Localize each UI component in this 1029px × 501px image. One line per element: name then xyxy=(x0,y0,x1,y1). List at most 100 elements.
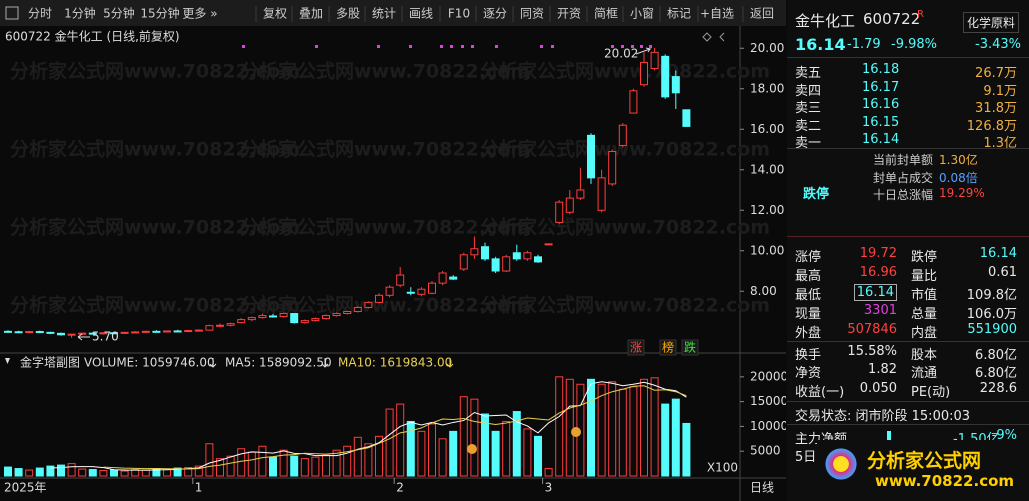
candle-body xyxy=(491,258,500,272)
volume-bar xyxy=(565,378,574,477)
volume-bar xyxy=(343,445,352,477)
stat-value: 6.80亿 xyxy=(975,348,1017,363)
toolbar-item[interactable]: 统计 xyxy=(372,7,396,21)
candle-body xyxy=(671,76,680,94)
toolbar-item[interactable]: 返回 xyxy=(750,7,774,21)
label-arrow xyxy=(321,358,329,368)
volume-bar xyxy=(194,465,203,477)
toolbar-item[interactable]: 同资 xyxy=(520,7,544,21)
toolbar-item[interactable]: 简框 xyxy=(594,7,618,21)
menu-icon[interactable] xyxy=(5,6,19,20)
candle-body xyxy=(269,315,277,318)
toolbar-item[interactable]: 15分钟 xyxy=(140,6,179,21)
toolbar-item[interactable]: +自选 xyxy=(700,7,734,21)
book-label: 卖二 xyxy=(795,118,822,134)
toolbar-item[interactable]: 分时 xyxy=(28,7,52,21)
stat-value: 0.050 xyxy=(859,381,897,396)
signal-dot xyxy=(471,45,474,48)
book-price: 16.18 xyxy=(862,62,900,77)
stat-label: 最高 xyxy=(795,269,822,284)
stock-name: 金牛化工 xyxy=(795,12,856,30)
sector-pct: -3.43% xyxy=(975,37,1021,52)
toolbar-item[interactable]: 标记 xyxy=(667,7,691,21)
candle-body xyxy=(364,301,373,308)
stat-value: 16.96 xyxy=(859,265,897,280)
candle-body xyxy=(141,330,150,333)
book-volume: 1.3亿 xyxy=(983,136,1017,151)
toolbar-item[interactable]: 复权 xyxy=(263,7,287,21)
candle-body xyxy=(99,332,108,335)
signal-dot xyxy=(315,45,318,48)
stat-label: 外盘 xyxy=(795,326,822,341)
signal-dot xyxy=(631,45,634,48)
volume-bar xyxy=(661,403,670,477)
volume-title: 金字塔副图 xyxy=(20,355,80,370)
toolbar-item[interactable]: F10 xyxy=(448,7,470,21)
candle-body xyxy=(247,317,256,321)
toolbar-item[interactable]: 多股 xyxy=(336,7,360,21)
book-volume: 31.8万 xyxy=(975,101,1017,116)
book-price: 16.17 xyxy=(862,79,900,95)
volume-bar xyxy=(481,413,489,477)
stat-value: 6.80亿 xyxy=(975,366,1017,381)
toolbar-item[interactable]: 5分钟 xyxy=(103,6,135,21)
candle-body xyxy=(565,197,574,213)
flow-pct: -9% xyxy=(991,428,1017,443)
signal-dot xyxy=(450,45,453,48)
volume-bar xyxy=(534,435,542,477)
volume-bar xyxy=(184,467,193,477)
quote-panel: 金牛化工 600722 R 化学原料 16.14 -1.79 -9.98% -3.43% 卖五 1… xyxy=(787,0,1029,501)
stat-label: 收益(一) xyxy=(795,385,845,400)
candle-body xyxy=(67,333,76,336)
book-price: 16.14 xyxy=(862,132,900,147)
toolbar-item[interactable]: 开资 xyxy=(557,7,581,21)
volume-bar xyxy=(438,438,447,477)
x-tick-label: 2025年 xyxy=(4,481,47,495)
stat-label: 涨停 xyxy=(795,250,822,265)
high-arrow xyxy=(635,47,652,55)
y-tick-label: 16.00 xyxy=(750,122,784,136)
stat-label: 内盘 xyxy=(911,326,938,341)
candle-body xyxy=(481,246,489,260)
candle-body xyxy=(216,324,224,327)
five-day: 5日 xyxy=(795,450,817,465)
signal-icon xyxy=(467,444,477,454)
volume-bar xyxy=(449,430,458,477)
volume-bar xyxy=(88,469,97,477)
chart-icons[interactable] xyxy=(702,32,725,42)
sep xyxy=(787,57,1029,58)
chart: 600722 金牛化工 (日线,前复权) 日线 金字塔副图 VOLUME: 10… xyxy=(0,0,786,501)
toolbar-item[interactable]: 叠加 xyxy=(299,7,323,21)
change: -1.79 xyxy=(847,37,881,52)
volume-bar xyxy=(216,458,224,477)
candle-body xyxy=(608,151,617,185)
watermark: 分析家公式网www.70822.com xyxy=(480,216,770,239)
candle-body xyxy=(4,330,12,333)
candle-body xyxy=(470,248,479,256)
stat-label: 现量 xyxy=(795,307,822,322)
candle-body xyxy=(587,134,595,179)
watermark: 分析家公式网www.70822.com xyxy=(240,294,530,317)
volume-bar xyxy=(258,445,267,477)
book-label: 卖一 xyxy=(795,136,822,151)
candle-body xyxy=(449,276,458,280)
candle-body xyxy=(131,331,140,334)
stat-value: 15.58% xyxy=(847,344,897,359)
volume-bar xyxy=(618,388,627,477)
sep xyxy=(787,401,1029,402)
toolbar-item[interactable]: 画线 xyxy=(409,7,433,21)
toolbar-item[interactable]: 更多 » xyxy=(182,7,217,21)
pane-icon[interactable] xyxy=(5,358,10,364)
volume-bar xyxy=(57,464,65,477)
stat-label: 流通 xyxy=(911,366,938,381)
toolbar-item[interactable]: 小窗 xyxy=(630,7,654,21)
candle-body xyxy=(597,177,606,211)
toolbar-item[interactable]: 逐分 xyxy=(483,7,507,21)
candle-body xyxy=(375,294,383,303)
seal-value: 1.30亿 xyxy=(939,153,978,167)
book-volume: 26.7万 xyxy=(975,66,1017,81)
y-tick-label: 5000 xyxy=(750,444,781,458)
stat-label: 净资 xyxy=(795,366,822,381)
toolbar-item[interactable]: 1分钟 xyxy=(64,6,96,21)
